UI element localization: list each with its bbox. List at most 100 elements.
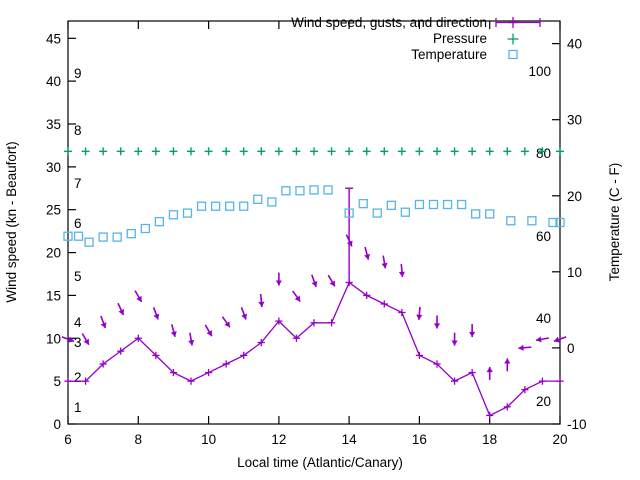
beaufort-label: 9 <box>74 66 82 81</box>
fahrenheit-label: 80 <box>536 146 551 161</box>
series-layer <box>61 147 567 420</box>
wind-direction-arrow <box>170 324 177 338</box>
x-tick: 14 <box>342 432 358 447</box>
legend-marker-temperature <box>508 49 518 60</box>
y-left-axis-title: Wind speed (kn - Beaufort) <box>4 141 19 302</box>
fahrenheit-inner-labels: 20 40 60 80 100 <box>528 64 551 409</box>
y-right-tick: 30 <box>567 113 582 128</box>
beaufort-label: 7 <box>74 176 82 191</box>
temperature-marker <box>73 231 84 241</box>
temperature-marker <box>527 216 537 226</box>
temperature-marker <box>309 185 319 195</box>
temperature-marker <box>239 201 249 211</box>
wind-direction-arrow <box>240 307 248 320</box>
wind-direction-arrow <box>311 274 318 288</box>
y-left-tick: 45 <box>46 31 61 46</box>
fahrenheit-label: 20 <box>536 394 551 409</box>
wind-direction-arrow <box>258 293 265 308</box>
legend-marker-pressure <box>507 33 519 45</box>
legend-marker-wind <box>495 17 541 28</box>
temperature-marker <box>555 217 565 228</box>
temperature-marker <box>414 199 425 210</box>
temperature-marker <box>210 201 221 211</box>
temperature-marker <box>281 186 291 196</box>
temperature-marker <box>344 208 354 218</box>
beaufort-label: 4 <box>74 315 82 330</box>
temperature-marker <box>548 217 558 228</box>
temperature-marker <box>98 232 108 242</box>
temperature-marker <box>358 198 368 209</box>
wind-direction-arrow <box>117 302 125 316</box>
wind-direction-arrow <box>364 246 371 260</box>
legend-label-temperature: Temperature <box>411 47 487 62</box>
fahrenheit-label: 100 <box>528 64 551 79</box>
series-temperature <box>63 185 565 247</box>
wind-direction-arrow <box>504 358 511 372</box>
legend: Wind speed, gusts, and direction Pressur… <box>291 15 541 62</box>
beaufort-inner-labels: 1 2 3 4 5 6 7 8 9 <box>74 66 82 415</box>
wind-direction-arrow <box>486 366 493 380</box>
fahrenheit-label: 40 <box>536 311 551 326</box>
temperature-marker <box>471 209 481 219</box>
wind-direction-arrow <box>469 324 476 338</box>
temperature-marker <box>485 209 495 219</box>
wind-direction-arrow <box>188 332 195 346</box>
wind-direction-arrow <box>398 263 406 278</box>
y-right-tick: 0 <box>567 341 575 356</box>
temperature-marker <box>196 201 207 211</box>
temperature-marker <box>140 223 150 234</box>
x-tick: 12 <box>271 432 286 447</box>
wind-direction-arrow <box>275 272 282 286</box>
temperature-marker <box>63 231 73 241</box>
y-left-tick: 0 <box>53 417 61 432</box>
y-right-tick: -10 <box>567 417 587 432</box>
beaufort-label: 5 <box>74 269 82 284</box>
x-tick: 6 <box>64 432 72 447</box>
right-axis-tick-labels: -10 0 10 20 30 40 <box>567 37 587 432</box>
y-right-axis-title: Temperature (C - F) <box>607 163 622 282</box>
left-axis-tick-labels: 0 5 10 15 20 25 30 35 40 45 <box>46 31 61 432</box>
wind-direction-arrow <box>381 255 388 269</box>
temperature-marker <box>154 216 165 227</box>
wind-direction-arrow <box>152 307 160 320</box>
x-tick: 18 <box>482 432 497 447</box>
x-tick: 20 <box>552 432 567 447</box>
x-axis-ticks <box>67 21 561 424</box>
y-right-tick: 20 <box>567 189 582 204</box>
y-left-tick: 30 <box>46 160 61 175</box>
wind-direction-arrow <box>204 324 213 337</box>
beaufort-label: 8 <box>74 123 82 138</box>
wind-direction-arrow <box>221 316 231 328</box>
wind-direction-arrow <box>345 234 353 247</box>
temperature-marker <box>442 199 453 210</box>
wind-line <box>68 281 560 417</box>
beaufort-label: 1 <box>74 400 82 415</box>
temperature-marker <box>372 208 382 218</box>
temperature-marker <box>323 185 333 195</box>
left-axis-ticks <box>68 37 76 425</box>
legend-label-wind: Wind speed, gusts, and direction <box>291 15 487 30</box>
temperature-marker <box>295 186 305 196</box>
wind-direction-arrow <box>100 315 107 329</box>
wind-direction-arrow <box>327 274 336 287</box>
temperature-marker <box>456 199 467 210</box>
wind-direction-arrow <box>553 336 567 343</box>
temperature-marker <box>168 210 179 220</box>
wind-direction-arrow <box>535 336 549 343</box>
x-tick: 16 <box>412 432 427 447</box>
x-tick: 8 <box>135 432 143 447</box>
right-axis-ticks <box>552 42 560 425</box>
y-left-tick: 35 <box>46 117 61 132</box>
temperature-marker <box>126 228 136 239</box>
beaufort-label: 3 <box>74 335 82 350</box>
y-right-tick: 10 <box>567 265 582 280</box>
fahrenheit-label: 60 <box>536 229 551 244</box>
temperature-marker <box>182 208 193 218</box>
temperature-marker <box>428 199 439 210</box>
y-left-tick: 25 <box>46 203 61 218</box>
temperature-marker <box>112 232 122 242</box>
y-left-tick: 15 <box>46 288 61 303</box>
wind-direction-arrow <box>134 290 143 303</box>
